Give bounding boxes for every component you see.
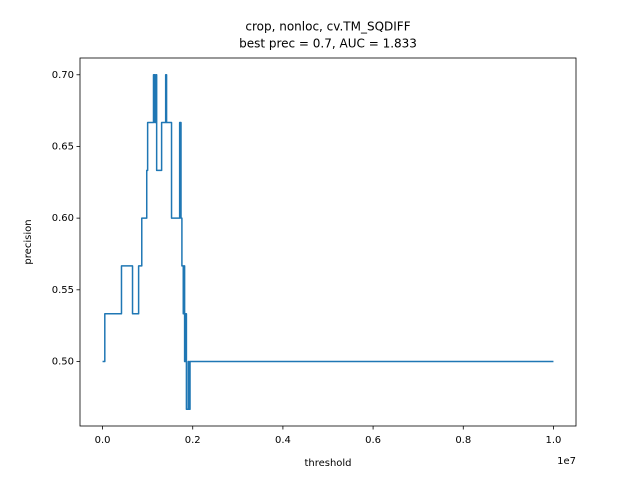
x-offset-label: 1e7 (557, 456, 576, 467)
x-axis-label: threshold (304, 458, 351, 469)
x-tick-label: 0.2 (185, 435, 201, 446)
x-tick-label: 1.0 (546, 435, 562, 446)
x-tick-label: 0.6 (365, 435, 381, 446)
data-line (102, 74, 554, 410)
y-tick-label: 0.50 (52, 356, 74, 367)
plot-frame (79, 57, 577, 427)
x-tick-label: 0.0 (95, 435, 111, 446)
y-axis-label: precision (23, 219, 34, 264)
x-tick-label: 0.4 (275, 435, 291, 446)
x-tick-label: 0.8 (455, 435, 471, 446)
y-tick-label: 0.65 (52, 141, 74, 152)
y-tick-label: 0.70 (52, 70, 74, 81)
chart-subtitle: best prec = 0.7, AUC = 1.833 (239, 37, 417, 51)
y-tick-label: 0.55 (52, 285, 74, 296)
y-tick-label: 0.60 (52, 213, 74, 224)
chart-title: crop, nonloc, cv.TM_SQDIFF (245, 20, 410, 34)
